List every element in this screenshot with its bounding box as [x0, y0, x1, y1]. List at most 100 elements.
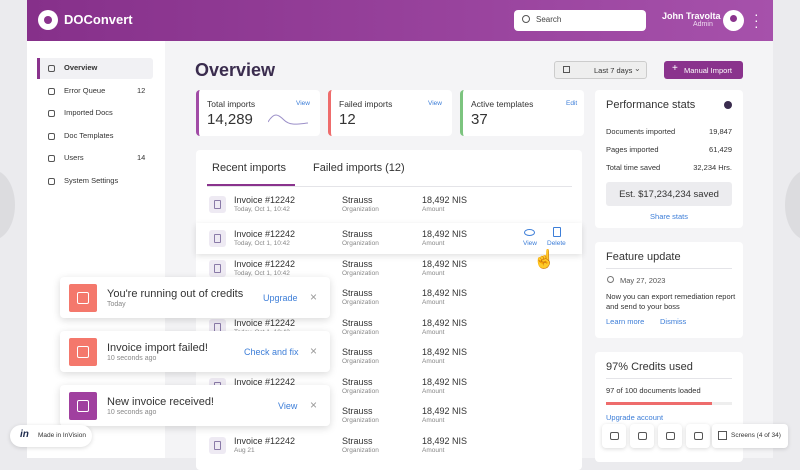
- date-range-box[interactable]: [554, 61, 647, 79]
- nav-item[interactable]: Users: [64, 153, 84, 163]
- nav-item[interactable]: Error Queue: [64, 85, 106, 95]
- toast-title: New invoice received!: [107, 396, 214, 408]
- row-amount: 18,492 NIS: [422, 347, 468, 357]
- toast-close[interactable]: ×: [310, 344, 318, 358]
- row-org-label: Organization: [342, 206, 379, 213]
- toast-close[interactable]: ×: [310, 398, 318, 412]
- stat-value: 12: [339, 111, 356, 128]
- row-icon-doc: [214, 234, 221, 243]
- row-org: Strauss: [342, 406, 373, 416]
- row-org-label: Organization: [342, 299, 379, 306]
- toast-action[interactable]: Upgrade: [263, 293, 298, 303]
- tool-btn[interactable]: [602, 424, 626, 448]
- row-highlight[interactable]: [196, 223, 582, 254]
- tool-btn[interactable]: [630, 424, 654, 448]
- feature-link[interactable]: Dismiss: [660, 317, 687, 326]
- row-org: Strauss: [342, 195, 373, 205]
- row-amount-label: Amount: [422, 299, 445, 306]
- toast-glyph: [77, 400, 89, 412]
- nav-item[interactable]: Overview: [64, 63, 98, 72]
- nav-count: 14: [137, 153, 146, 163]
- row-amount-label: Amount: [422, 447, 445, 454]
- feature-link[interactable]: Learn more: [606, 317, 645, 326]
- credits-link[interactable]: Upgrade account: [606, 413, 664, 422]
- perf-link[interactable]: Share stats: [650, 212, 688, 221]
- toast-close[interactable]: ×: [310, 290, 318, 304]
- row-date: Today, Oct 1, 10:42: [234, 206, 290, 213]
- perf-value: 32,234 Hrs.: [693, 163, 732, 172]
- action[interactable]: Manual Import: [684, 66, 732, 75]
- caret: ⌄: [634, 64, 641, 73]
- stat-value: 14,289: [207, 111, 253, 128]
- toast-time: 10 seconds ago: [107, 409, 157, 416]
- nav-icon: [48, 132, 55, 140]
- toast-glyph: [77, 292, 89, 304]
- nav-item[interactable]: Doc Templates: [64, 130, 114, 140]
- invision[interactable]: Made in InVision: [38, 432, 86, 439]
- tab[interactable]: Failed imports (12): [313, 162, 405, 174]
- row-title: Invoice #12242: [234, 377, 296, 387]
- credits-divider: [606, 378, 732, 379]
- screens-btn[interactable]: [712, 424, 788, 448]
- tool-btn[interactable]: [686, 424, 710, 448]
- clock-icon: [607, 276, 614, 283]
- invision-badge[interactable]: [10, 425, 92, 447]
- edge-circle: [0, 170, 15, 240]
- nav-item[interactable]: Imported Docs: [64, 108, 113, 118]
- row-icon: [209, 196, 226, 213]
- row-org: Strauss: [342, 436, 373, 446]
- tab-active: [207, 184, 295, 186]
- search-box[interactable]: [514, 10, 646, 31]
- row-action[interactable]: View: [523, 240, 537, 247]
- tool-icon: [694, 432, 703, 440]
- row-icon: [209, 437, 226, 454]
- stat-link[interactable]: Edit: [566, 100, 578, 107]
- row-org-label: Organization: [342, 329, 379, 336]
- action-btn[interactable]: [664, 61, 743, 79]
- toast: [60, 331, 330, 372]
- tab[interactable]: Recent imports: [212, 162, 286, 174]
- row-org: Strauss: [342, 259, 373, 269]
- stat-label: Total imports: [207, 99, 256, 109]
- row-title: Invoice #12242: [234, 229, 296, 239]
- stat-card: [196, 90, 320, 136]
- screens-icon: [718, 431, 727, 440]
- search-icon: [522, 15, 530, 23]
- row-amount: 18,492 NIS: [422, 259, 468, 269]
- row-amount-label: Amount: [422, 388, 445, 395]
- sparkline: [268, 114, 308, 125]
- nav-item[interactable]: System Settings: [64, 176, 119, 185]
- row-action[interactable]: Delete: [547, 240, 566, 247]
- feature-title: Feature update: [606, 251, 681, 263]
- header: [27, 0, 773, 41]
- date-range[interactable]: Last 7 days: [594, 66, 633, 75]
- row-date: Today, Oct 1, 10:42: [234, 270, 290, 277]
- toast-action[interactable]: View: [278, 401, 298, 411]
- tool-btn[interactable]: [658, 424, 682, 448]
- screens[interactable]: Screens (4 of 34): [731, 432, 781, 439]
- nav-icon: [48, 155, 55, 163]
- row-amount-label: Amount: [422, 417, 445, 424]
- row-icon: [209, 260, 226, 277]
- stat-value: 37: [471, 111, 488, 128]
- toast-time: 10 seconds ago: [107, 355, 157, 362]
- stat-link[interactable]: View: [428, 100, 442, 107]
- row-title: Invoice #12242: [234, 195, 296, 205]
- toast-icon: [69, 284, 97, 312]
- row-icon: [209, 230, 226, 247]
- search[interactable]: Search: [536, 15, 562, 24]
- stat-link[interactable]: View: [296, 100, 310, 107]
- info-icon: [724, 101, 732, 109]
- toast-time: Today: [107, 301, 126, 308]
- row-icon-doc: [214, 441, 221, 450]
- row-org-label: Organization: [342, 358, 379, 365]
- feature-text: Now you can export remediation report an…: [606, 292, 736, 311]
- menu-dots[interactable]: · · ·: [754, 6, 759, 34]
- row-amount: 18,492 NIS: [422, 229, 468, 239]
- row-org-label: Organization: [342, 417, 379, 424]
- nav-count: 12: [137, 85, 146, 95]
- toast-title: Invoice import failed!: [107, 342, 208, 354]
- perf-label: Total time saved: [606, 163, 661, 172]
- stat-label: Active templates: [471, 99, 534, 109]
- toast-action[interactable]: Check and fix: [244, 347, 299, 357]
